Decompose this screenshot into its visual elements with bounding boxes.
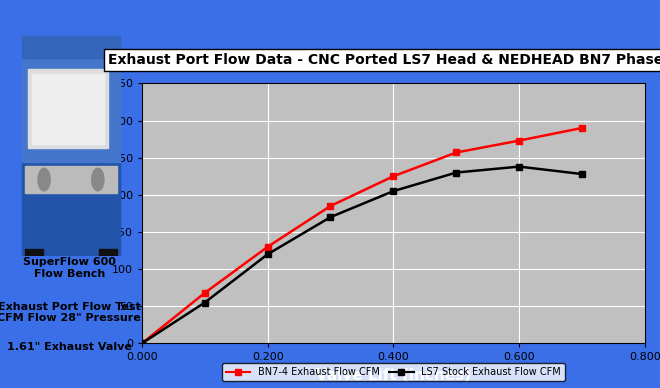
BN7-4 Exhaust Flow CFM <box>515 138 523 143</box>
BN7-4 Exhaust Flow CFM <box>452 150 460 155</box>
BN7-4 Exhaust Flow CFM <box>201 291 209 295</box>
Bar <box>22 36 120 58</box>
BN7-4 Exhaust Flow CFM <box>138 341 146 346</box>
LS7 Stock Exhaust Flow CFM <box>201 300 209 305</box>
LS7 Stock Exhaust Flow CFM <box>327 215 335 220</box>
Circle shape <box>92 168 104 191</box>
Line: BN7-4 Exhaust Flow CFM: BN7-4 Exhaust Flow CFM <box>139 125 585 346</box>
Legend: BN7-4 Exhaust Flow CFM, LS7 Stock Exhaust Flow CFM: BN7-4 Exhaust Flow CFM, LS7 Stock Exhaus… <box>222 364 565 381</box>
Bar <box>99 249 117 261</box>
Bar <box>24 166 117 193</box>
X-axis label: Valve Lift (inches): Valve Lift (inches) <box>316 368 471 383</box>
BN7-4 Exhaust Flow CFM <box>578 126 586 130</box>
Text: Exhaust Port Flow Test
CFM Flow 28" Pressure: Exhaust Port Flow Test CFM Flow 28" Pres… <box>0 301 141 323</box>
Line: LS7 Stock Exhaust Flow CFM: LS7 Stock Exhaust Flow CFM <box>139 164 585 346</box>
Circle shape <box>38 168 50 191</box>
Bar <box>22 161 120 256</box>
LS7 Stock Exhaust Flow CFM <box>578 172 586 177</box>
BN7-4 Exhaust Flow CFM <box>263 244 272 249</box>
Bar <box>24 249 43 261</box>
BN7-4 Exhaust Flow CFM <box>389 174 397 178</box>
Text: 1.61" Exhaust Valve: 1.61" Exhaust Valve <box>7 342 132 352</box>
Bar <box>28 69 108 148</box>
BN7-4 Exhaust Flow CFM <box>327 204 335 208</box>
LS7 Stock Exhaust Flow CFM <box>263 252 272 256</box>
LS7 Stock Exhaust Flow CFM <box>515 164 523 169</box>
Text: Exhaust Port Flow Data - CNC Ported LS7 Head & NEDHEAD BN7 Phase 4: Exhaust Port Flow Data - CNC Ported LS7 … <box>108 53 660 67</box>
Text: SuperFlow 600
Flow Bench: SuperFlow 600 Flow Bench <box>23 257 116 279</box>
LS7 Stock Exhaust Flow CFM <box>138 341 146 346</box>
Bar <box>32 74 104 144</box>
LS7 Stock Exhaust Flow CFM <box>389 189 397 194</box>
Bar <box>22 36 120 161</box>
LS7 Stock Exhaust Flow CFM <box>452 170 460 175</box>
